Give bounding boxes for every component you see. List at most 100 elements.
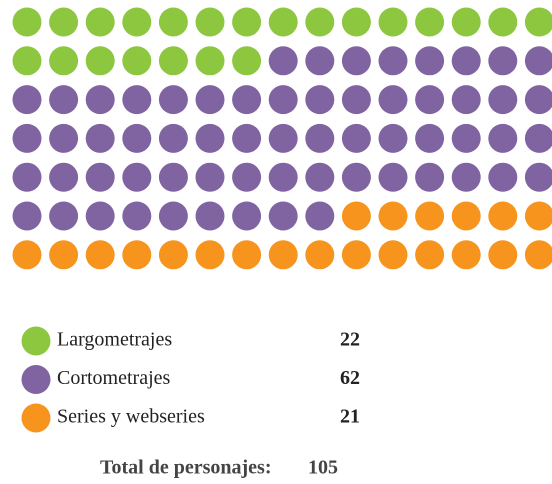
dot — [524, 85, 552, 115]
dot — [122, 162, 152, 192]
dot — [488, 46, 518, 76]
dot — [378, 7, 408, 37]
dot — [49, 46, 79, 76]
dot — [195, 240, 225, 270]
dot — [415, 85, 445, 115]
dot — [158, 201, 188, 231]
dot — [49, 162, 79, 192]
dot — [341, 7, 371, 37]
dot — [488, 7, 518, 37]
dot — [232, 240, 262, 270]
dot — [488, 123, 518, 153]
dot — [524, 46, 552, 76]
dot — [268, 162, 298, 192]
legend-label: Largometrajes — [57, 329, 172, 351]
legend-swatch — [21, 403, 51, 433]
dot — [158, 162, 188, 192]
dot — [451, 46, 481, 76]
dot — [85, 201, 115, 231]
legend-value: 21 — [340, 406, 360, 428]
legend-swatch — [21, 326, 51, 356]
dot — [85, 46, 115, 76]
dot — [85, 162, 115, 192]
dot — [415, 240, 445, 270]
dot — [232, 7, 262, 37]
dot — [305, 46, 335, 76]
dot — [232, 162, 262, 192]
dot — [378, 46, 408, 76]
dot — [268, 201, 298, 231]
legend-value: 62 — [340, 367, 360, 389]
dot — [378, 201, 408, 231]
dot — [85, 240, 115, 270]
dot — [451, 201, 481, 231]
dot — [378, 162, 408, 192]
dot — [195, 46, 225, 76]
dot — [49, 85, 79, 115]
dot — [488, 240, 518, 270]
legend-value: 22 — [340, 329, 360, 351]
legend-label: Cortometrajes — [57, 367, 171, 389]
dot — [451, 162, 481, 192]
dot — [12, 46, 42, 76]
dot — [12, 123, 42, 153]
dot — [232, 85, 262, 115]
dot — [341, 46, 371, 76]
dot — [232, 201, 262, 231]
dot — [195, 201, 225, 231]
dot — [122, 7, 152, 37]
dot — [415, 201, 445, 231]
dot — [85, 123, 115, 153]
dot — [341, 123, 371, 153]
dot — [122, 85, 152, 115]
legend-swatch — [21, 365, 51, 394]
dot — [341, 85, 371, 115]
total-label: Total de personajes: — [100, 457, 271, 479]
dot — [378, 123, 408, 153]
dot — [49, 240, 79, 270]
dot — [12, 201, 42, 231]
dot — [451, 123, 481, 153]
dot — [49, 123, 79, 153]
dot — [268, 46, 298, 76]
dot — [85, 85, 115, 115]
dot — [158, 46, 188, 76]
dot — [232, 123, 262, 153]
dot — [488, 201, 518, 231]
dot — [158, 123, 188, 153]
dot — [305, 201, 335, 231]
dot — [268, 7, 298, 37]
dot — [415, 46, 445, 76]
dot — [451, 7, 481, 37]
dot — [158, 240, 188, 270]
dot — [341, 162, 371, 192]
dot — [195, 162, 225, 192]
dot — [341, 240, 371, 270]
dot — [378, 240, 408, 270]
dot — [415, 7, 445, 37]
dot — [524, 7, 552, 37]
dot — [158, 85, 188, 115]
dot — [122, 201, 152, 231]
dot — [415, 162, 445, 192]
dot — [195, 85, 225, 115]
dot — [158, 7, 188, 37]
dot — [524, 201, 552, 231]
dot — [524, 162, 552, 192]
total-value: 105 — [308, 457, 338, 479]
dot — [12, 240, 42, 270]
dot — [12, 162, 42, 192]
dot — [488, 85, 518, 115]
dot — [415, 123, 445, 153]
dot — [122, 46, 152, 76]
dot — [195, 7, 225, 37]
dot — [305, 162, 335, 192]
dot — [268, 123, 298, 153]
dot — [195, 123, 225, 153]
dot — [12, 7, 42, 37]
dot — [122, 123, 152, 153]
dot — [122, 240, 152, 270]
dot — [341, 201, 371, 231]
dot — [488, 162, 518, 192]
